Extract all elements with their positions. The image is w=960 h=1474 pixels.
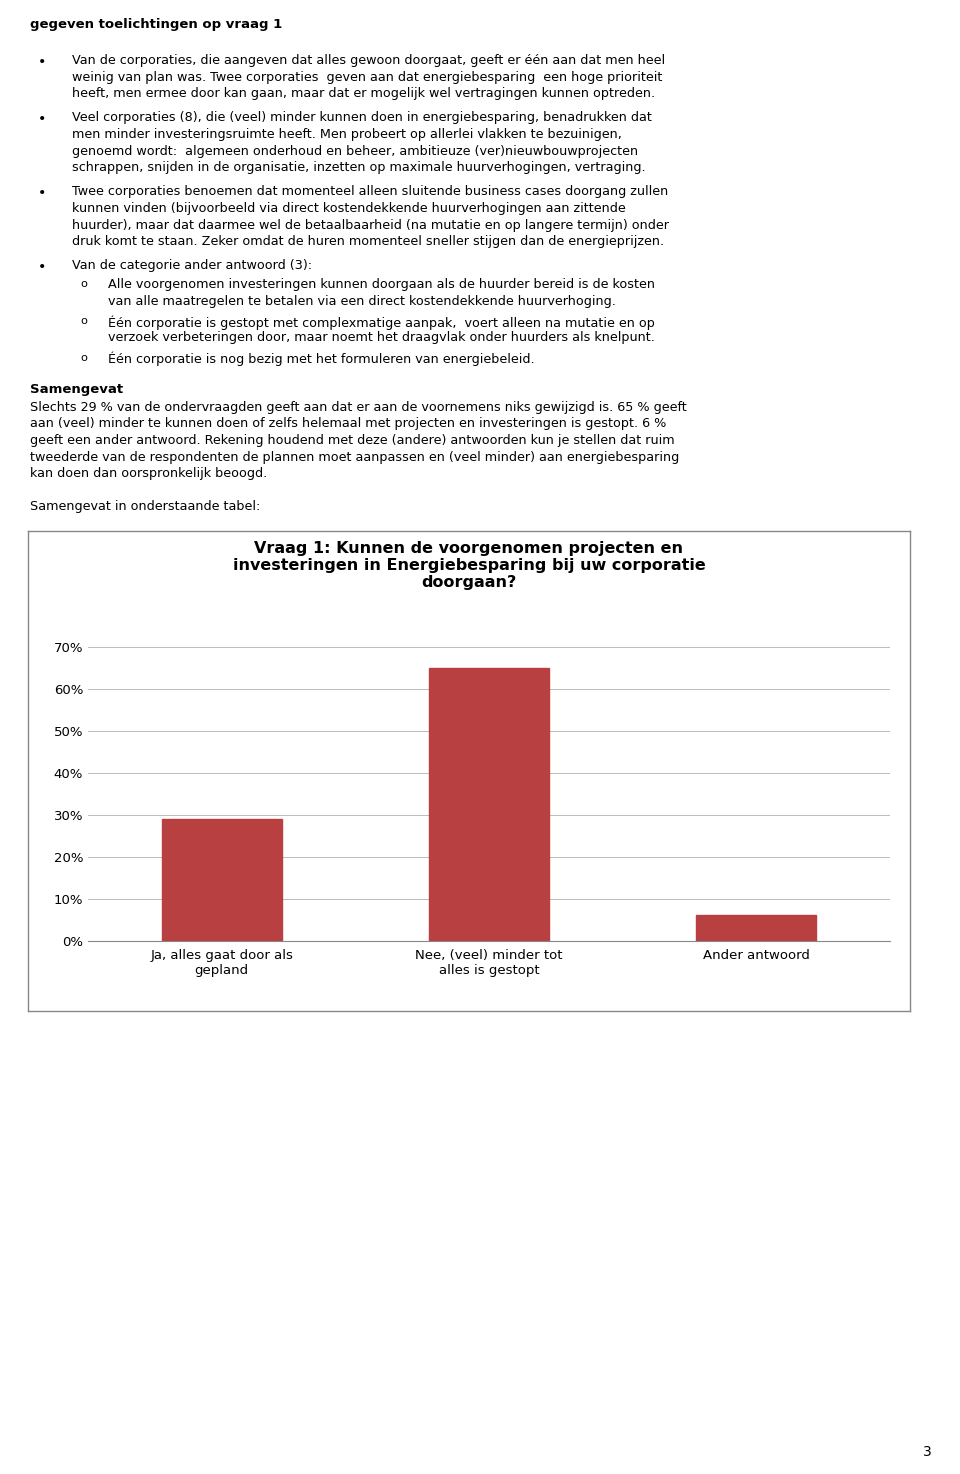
Text: kunnen vinden (bijvoorbeeld via direct kostendekkende huurverhogingen aan zitten: kunnen vinden (bijvoorbeeld via direct k… (72, 202, 626, 215)
Text: aan (veel) minder te kunnen doen of zelfs helemaal met projecten en investeringe: aan (veel) minder te kunnen doen of zelf… (30, 417, 666, 430)
Text: •: • (38, 187, 46, 200)
Bar (429, 668, 549, 940)
Text: Vraag 1: Kunnen de voorgenomen projecten en
investeringen in Energiebesparing bi: Vraag 1: Kunnen de voorgenomen projecten… (232, 541, 706, 590)
Text: druk komt te staan. Zeker omdat de huren momenteel sneller stijgen dan de energi: druk komt te staan. Zeker omdat de huren… (72, 234, 664, 248)
Text: •: • (38, 112, 46, 127)
Text: o: o (80, 279, 87, 289)
Text: genoemd wordt:  algemeen onderhoud en beheer, ambitieuze (ver)nieuwbouwprojecten: genoemd wordt: algemeen onderhoud en beh… (72, 144, 638, 158)
Text: Twee corporaties benoemen dat momenteel alleen sluitende business cases doorgang: Twee corporaties benoemen dat momenteel … (72, 186, 668, 199)
Bar (696, 915, 817, 940)
Text: weinig van plan was. Twee corporaties  geven aan dat energiebesparing  een hoge : weinig van plan was. Twee corporaties ge… (72, 71, 662, 84)
Text: Één corporatie is nog bezig met het formuleren van energiebeleid.: Één corporatie is nog bezig met het form… (108, 352, 535, 367)
Text: Van de categorie ander antwoord (3):: Van de categorie ander antwoord (3): (72, 259, 312, 273)
Text: schrappen, snijden in de organisatie, inzetten op maximale huurverhogingen, vert: schrappen, snijden in de organisatie, in… (72, 161, 646, 174)
Text: Alle voorgenomen investeringen kunnen doorgaan als de huurder bereid is de koste: Alle voorgenomen investeringen kunnen do… (108, 279, 655, 290)
Text: verzoek verbeteringen door, maar noemt het draagvlak onder huurders als knelpunt: verzoek verbeteringen door, maar noemt h… (108, 332, 655, 345)
Text: Veel corporaties (8), die (veel) minder kunnen doen in energiebesparing, benadru: Veel corporaties (8), die (veel) minder … (72, 112, 652, 124)
Bar (161, 818, 282, 940)
Text: kan doen dan oorspronkelijk beoogd.: kan doen dan oorspronkelijk beoogd. (30, 467, 267, 481)
Text: o: o (80, 352, 87, 363)
Text: Slechts 29 % van de ondervraagden geeft aan dat er aan de voornemens niks gewijz: Slechts 29 % van de ondervraagden geeft … (30, 401, 686, 414)
Text: van alle maatregelen te betalen via een direct kostendekkende huurverhoging.: van alle maatregelen te betalen via een … (108, 295, 616, 308)
Text: •: • (38, 261, 46, 274)
Text: heeft, men ermee door kan gaan, maar dat er mogelijk wel vertragingen kunnen opt: heeft, men ermee door kan gaan, maar dat… (72, 87, 655, 100)
Text: Samengevat: Samengevat (30, 382, 123, 395)
Text: 3: 3 (923, 1446, 931, 1459)
Text: gegeven toelichtingen op vraag 1: gegeven toelichtingen op vraag 1 (30, 18, 282, 31)
Text: men minder investeringsruimte heeft. Men probeert op allerlei vlakken te bezuini: men minder investeringsruimte heeft. Men… (72, 128, 622, 142)
Text: Één corporatie is gestopt met complexmatige aanpak,  voert alleen na mutatie en : Één corporatie is gestopt met complexmat… (108, 315, 655, 330)
Text: tweederde van de respondenten de plannen moet aanpassen en (veel minder) aan ene: tweederde van de respondenten de plannen… (30, 451, 680, 463)
Text: •: • (38, 55, 46, 69)
Text: geeft een ander antwoord. Rekening houdend met deze (andere) antwoorden kun je s: geeft een ander antwoord. Rekening houde… (30, 433, 675, 447)
Text: huurder), maar dat daarmee wel de betaalbaarheid (na mutatie en op langere termi: huurder), maar dat daarmee wel de betaal… (72, 218, 669, 231)
Text: Samengevat in onderstaande tabel:: Samengevat in onderstaande tabel: (30, 500, 260, 513)
Text: Van de corporaties, die aangeven dat alles gewoon doorgaat, geeft er één aan dat: Van de corporaties, die aangeven dat all… (72, 55, 665, 66)
Text: o: o (80, 315, 87, 326)
